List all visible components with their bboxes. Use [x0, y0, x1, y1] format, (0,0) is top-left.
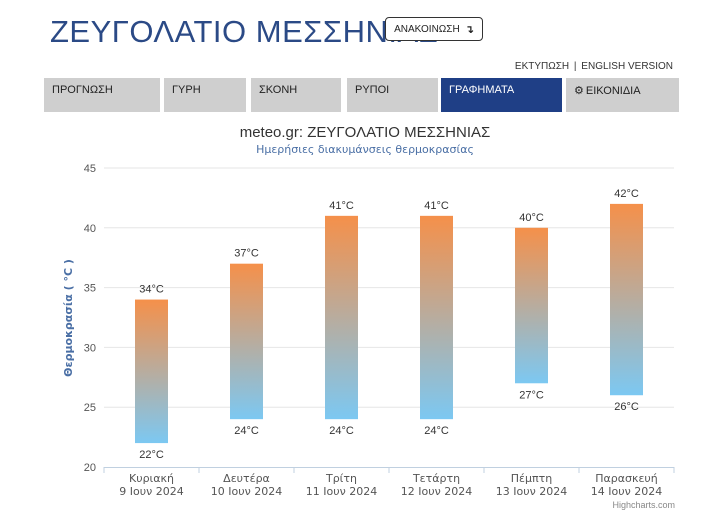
y-tick-label: 35 [84, 283, 96, 295]
tab-label: ΕΙΚΟΝΙΔΙΑ [585, 85, 641, 97]
x-tick-label-date: 10 Ιουν 2024 [211, 485, 282, 498]
tab-pollutants[interactable]: ΡΥΠΟΙ [347, 78, 438, 112]
top-links: ΕΚΤΥΠΩΣΗ | ENGLISH VERSION [514, 61, 674, 72]
high-temp-label: 34°C [139, 284, 164, 296]
low-temp-label: 24°C [234, 425, 259, 437]
temperature-range-bar [610, 203, 643, 396]
temperature-range-bar [515, 227, 548, 384]
low-temp-label: 26°C [614, 401, 639, 413]
temperature-range-bar [230, 263, 263, 420]
print-link[interactable]: ΕΚΤΥΠΩΣΗ [514, 61, 570, 72]
tab-label: ΓΥΡΗ [172, 84, 201, 96]
highcharts-credit[interactable]: Highcharts.com [612, 500, 675, 510]
tab-label: ΓΡΑΦΗΜΑΤΑ [449, 84, 515, 96]
arrow-down-right-icon: ↴ [464, 23, 474, 36]
tab-forecast[interactable]: ΠΡΟΓΝΩΣΗ [44, 78, 160, 112]
high-temp-label: 42°C [614, 188, 639, 200]
tab-dust[interactable]: ΣΚΟΝΗ [251, 78, 341, 112]
low-temp-label: 24°C [329, 425, 354, 437]
temperature-range-bar [420, 215, 453, 420]
x-tick-label-day: Πέμπτη [511, 472, 552, 485]
chart-title: meteo.gr: ΖΕΥΓΟΛΑΤΙΟ ΜΕΣΣΗΝΙΑΣ [240, 124, 491, 141]
y-tick-label: 45 [84, 163, 96, 175]
low-temp-label: 24°C [424, 425, 449, 437]
x-tick-label-day: Παρασκευή [595, 472, 658, 485]
x-tick-label-day: Τετάρτη [412, 472, 460, 485]
announcement-label: ΑΝΑΚΟΙΝΩΣΗ [394, 23, 460, 35]
english-version-link[interactable]: ENGLISH VERSION [581, 61, 673, 72]
tab-label: ΡΥΠΟΙ [355, 84, 390, 96]
x-tick-label-day: Δευτέρα [223, 472, 270, 485]
gear-icon: ⚙ [574, 85, 584, 97]
tab-charts[interactable]: ΓΡΑΦΗΜΑΤΑ [441, 78, 562, 112]
high-temp-label: 40°C [519, 212, 544, 224]
x-tick-label-date: 11 Ιουν 2024 [306, 485, 377, 498]
x-tick-label-date: 14 Ιουν 2024 [591, 485, 662, 498]
high-temp-label: 41°C [424, 200, 449, 212]
high-temp-label: 37°C [234, 248, 259, 260]
y-tick-label: 25 [84, 402, 96, 414]
temperature-range-bar [135, 299, 168, 444]
y-tick-label: 30 [84, 342, 96, 354]
x-tick-label-day: Τρίτη [325, 472, 357, 485]
x-tick-label-date: 9 Ιουν 2024 [119, 485, 183, 498]
y-tick-label: 20 [84, 462, 96, 474]
announcement-button[interactable]: ΑΝΑΚΟΙΝΩΣΗ ↴ [385, 17, 483, 41]
tab-pollen[interactable]: ΓΥΡΗ [164, 78, 246, 112]
chart-subtitle: Ημερήσιες διακυμάνσεις θερμοκρασίας [256, 143, 474, 156]
y-tick-label: 40 [84, 223, 96, 235]
x-tick-label-date: 12 Ιουν 2024 [401, 485, 472, 498]
low-temp-label: 27°C [519, 389, 544, 401]
x-tick-label-day: Κυριακή [129, 472, 174, 485]
x-tick-label-date: 13 Ιουν 2024 [496, 485, 567, 498]
link-separator: | [573, 61, 577, 72]
tab-label: ΠΡΟΓΝΩΣΗ [52, 84, 113, 96]
temperature-range-bar [325, 215, 358, 420]
y-axis-title: Θερμοκρασία ( °C ) [62, 259, 75, 377]
site-title: ΖΕΥΓΟΛΑΤΙΟ ΜΕΣΣΗΝΙΑΣ [50, 14, 439, 49]
tab-icons[interactable]: ⚙ ΕΙΚΟΝΙΔΙΑ [566, 78, 679, 112]
tab-label: ΣΚΟΝΗ [259, 84, 298, 96]
high-temp-label: 41°C [329, 200, 354, 212]
low-temp-label: 22°C [139, 449, 164, 461]
